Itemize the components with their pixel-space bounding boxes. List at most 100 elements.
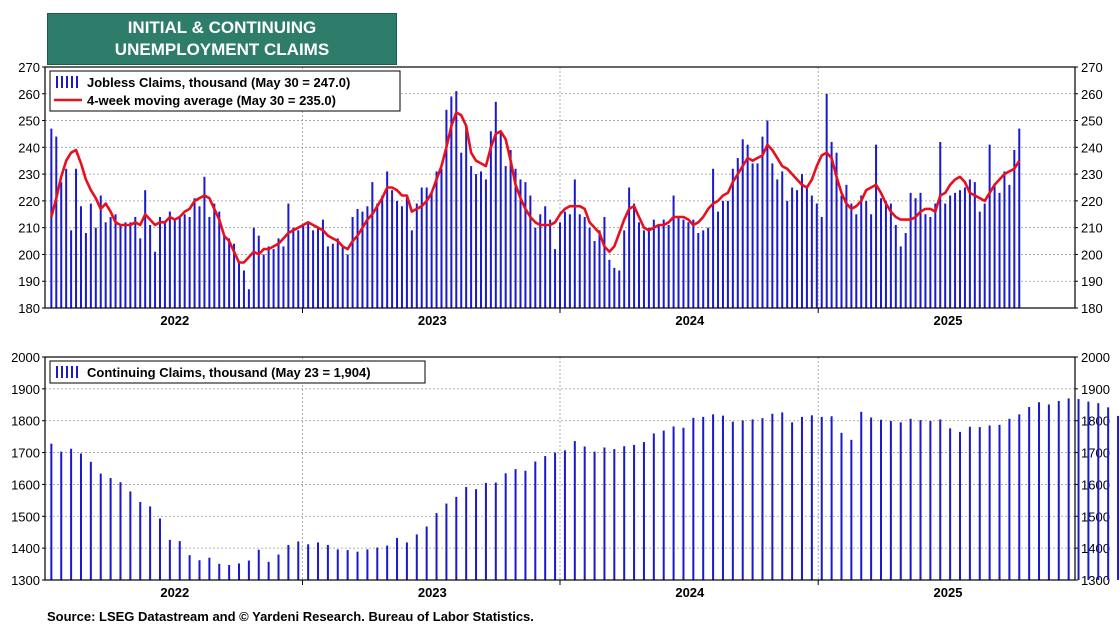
bar	[554, 452, 557, 580]
bar	[89, 203, 92, 308]
y-tick-label-right: 1900	[1081, 382, 1110, 397]
bar	[845, 184, 848, 308]
bar	[479, 171, 482, 308]
bar	[144, 190, 147, 308]
bar	[307, 222, 310, 308]
bar	[213, 203, 216, 308]
bar	[405, 542, 408, 580]
bar	[721, 200, 724, 308]
bar	[109, 478, 112, 580]
x-year-label: 2025	[934, 585, 963, 600]
bar	[968, 179, 971, 308]
bar	[312, 230, 315, 308]
bar	[415, 534, 418, 580]
bar	[810, 415, 813, 580]
bar	[524, 470, 527, 580]
bar	[618, 270, 621, 308]
bar	[573, 441, 576, 580]
bar	[633, 444, 636, 580]
legend-bars-swatch	[66, 76, 68, 88]
bar	[396, 537, 399, 580]
bar	[331, 243, 334, 308]
bar	[94, 227, 97, 308]
bar	[860, 411, 863, 580]
bar	[262, 254, 265, 308]
source-note: Source: LSEG Datastream and © Yardeni Re…	[47, 609, 534, 624]
bar	[534, 227, 537, 308]
x-year-label: 2023	[418, 313, 447, 328]
bar	[751, 163, 754, 308]
bar	[1003, 171, 1006, 308]
legend-bars-swatch	[56, 366, 58, 378]
x-year-label: 2025	[934, 313, 963, 328]
y-tick-label-right: 1700	[1081, 446, 1110, 461]
y-tick-label-right: 210	[1081, 221, 1103, 236]
legend-label: Jobless Claims, thousand (May 30 = 247.0…	[87, 75, 350, 90]
bar	[633, 203, 636, 308]
bar	[529, 195, 532, 308]
bar	[242, 270, 245, 308]
legend-bars-swatch	[66, 366, 68, 378]
bar	[1047, 404, 1050, 580]
legend-box	[49, 360, 426, 384]
bar	[292, 227, 295, 308]
bar	[183, 214, 186, 308]
bar	[272, 249, 275, 308]
legend-bars-swatch	[61, 76, 63, 88]
bar	[702, 416, 705, 580]
bar	[484, 179, 487, 308]
bar	[233, 243, 236, 308]
bar	[410, 230, 413, 308]
bar	[894, 224, 897, 308]
bar	[223, 235, 226, 308]
y-tick-label-right: 2000	[1081, 350, 1110, 365]
bar	[815, 203, 818, 308]
bar	[1077, 399, 1080, 580]
y-tick-label-right: 1600	[1081, 477, 1110, 492]
y-tick-label-right: 190	[1081, 274, 1103, 289]
y-tick-label-right: 1800	[1081, 414, 1110, 429]
bar	[208, 557, 211, 580]
bar	[593, 451, 596, 580]
bar	[959, 190, 962, 308]
bar	[919, 192, 922, 308]
plot-frame	[44, 66, 1076, 309]
bar	[712, 414, 715, 580]
bar	[791, 422, 794, 580]
bar	[238, 563, 241, 580]
bar	[55, 136, 58, 308]
y-tick-label-right: 200	[1081, 247, 1103, 262]
bar	[1028, 407, 1031, 580]
y-tick-label-left: 1600	[11, 477, 40, 492]
bar	[129, 222, 132, 308]
bar	[65, 168, 68, 308]
bar	[884, 200, 887, 308]
bar	[810, 195, 813, 308]
bar	[736, 158, 739, 308]
bar	[341, 246, 344, 308]
y-tick-label-left: 180	[18, 301, 40, 316]
bar	[741, 139, 744, 308]
bar	[450, 96, 453, 308]
bar	[1008, 418, 1011, 580]
bar	[563, 450, 566, 580]
y-tick-label-left: 1800	[11, 414, 40, 429]
bar	[460, 152, 463, 308]
bar	[391, 190, 394, 308]
bar	[228, 565, 231, 580]
bar	[356, 551, 359, 580]
bar	[983, 203, 986, 308]
bar	[168, 539, 171, 580]
bar	[652, 433, 655, 580]
legend-bars-swatch	[71, 76, 73, 88]
bar	[302, 224, 305, 308]
bar	[494, 101, 497, 308]
bar	[549, 219, 552, 308]
bar	[1018, 128, 1021, 308]
bar	[800, 416, 803, 580]
bar	[297, 230, 300, 308]
bar	[1013, 150, 1016, 308]
bar	[692, 417, 695, 580]
y-tick-label-left: 240	[18, 140, 40, 155]
